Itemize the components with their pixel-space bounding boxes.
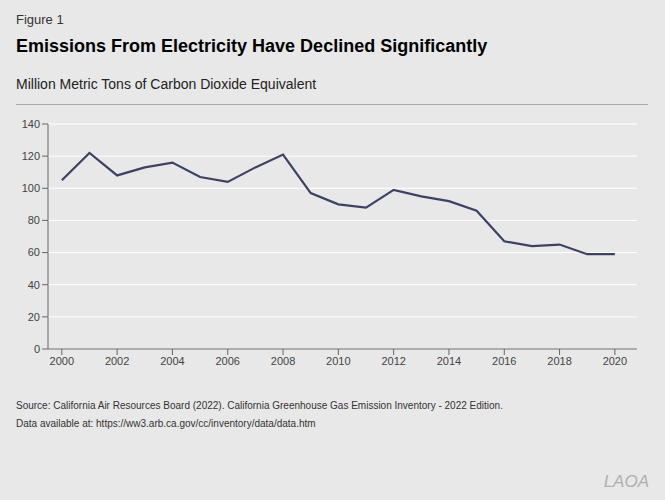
svg-text:140: 140 (22, 118, 40, 130)
svg-text:80: 80 (28, 214, 40, 226)
svg-text:100: 100 (22, 182, 40, 194)
svg-text:2012: 2012 (381, 355, 405, 367)
svg-text:2010: 2010 (326, 355, 350, 367)
svg-text:20: 20 (28, 311, 40, 323)
html-text:Million Metric Tons of Carbon: Million Metric Tons of Carbon Dioxide Eq… (16, 76, 317, 92)
svg-text:2002: 2002 (105, 355, 129, 367)
svg-text:2020: 2020 (603, 355, 627, 367)
html-text:LAOA: LAOA (603, 472, 649, 491)
svg-text:60: 60 (28, 246, 40, 258)
svg-text:2000: 2000 (50, 355, 74, 367)
html-text:Data available at: https://ww3: Data available at: https://ww3.arb.ca.go… (16, 418, 316, 429)
svg-text:2018: 2018 (547, 355, 571, 367)
svg-text:40: 40 (28, 279, 40, 291)
svg-text:0: 0 (34, 343, 40, 355)
svg-text:2004: 2004 (160, 355, 184, 367)
html-text:Emissions From Electricity Hav: Emissions From Electricity Have Declined… (16, 36, 488, 56)
svg-text:2014: 2014 (437, 355, 461, 367)
html-text:Figure 1: Figure 1 (16, 12, 64, 27)
svg-text:120: 120 (22, 150, 40, 162)
svg-text:2016: 2016 (492, 355, 516, 367)
svg-text:2008: 2008 (271, 355, 295, 367)
svg-text:2006: 2006 (215, 355, 239, 367)
html-text:Source: California Air Resourc: Source: California Air Resources Board (… (16, 400, 503, 411)
